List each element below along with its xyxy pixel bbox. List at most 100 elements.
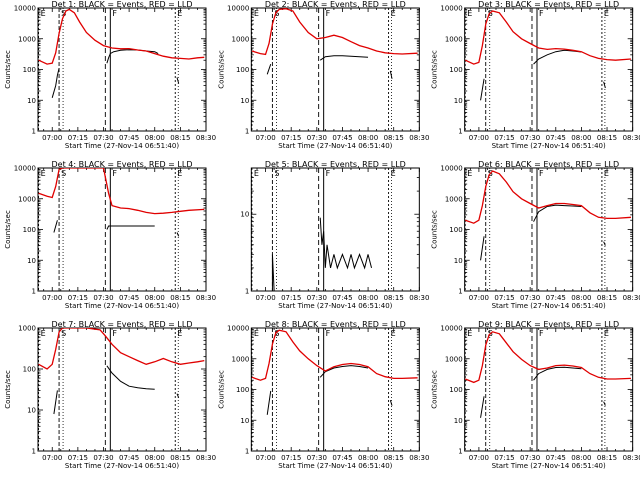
y-tick-label: 10000 <box>440 325 462 333</box>
series-line-lld <box>38 8 205 65</box>
x-axis-label: Start Time (27-Nov-14 06:51:40) <box>65 302 179 310</box>
mode-marker-label: F <box>539 169 544 178</box>
y-tick-label: 10 <box>27 257 36 265</box>
y-tick-label: 1 <box>32 288 36 296</box>
x-tick-label: 07:15 <box>494 294 514 302</box>
y-tick-label: 10000 <box>440 5 462 13</box>
x-tick-label: 08:15 <box>384 454 404 462</box>
series-line-lld <box>38 328 205 370</box>
mode-marker-label: F <box>326 9 331 18</box>
x-tick-label: 07:00 <box>469 294 489 302</box>
x-tick-label: 07:00 <box>469 134 489 142</box>
x-tick-label: 08:15 <box>597 454 617 462</box>
y-tick-label: 1000 <box>445 35 463 43</box>
y-tick-label: 100 <box>236 66 249 74</box>
panel-det-5: Det 5: BLACK = Events, RED = LLD 1 10 07:00… <box>240 160 429 310</box>
y-tick-label: 1000 <box>445 355 463 363</box>
panel-det-3: Det 3: BLACK = Events, RED = LLD 1 10 100 10… <box>431 0 640 150</box>
mode-marker-label: S <box>274 329 279 338</box>
series-line-events <box>480 366 606 418</box>
x-tick-label: 07:30 <box>93 294 113 302</box>
x-tick-label: 07:00 <box>42 454 62 462</box>
x-tick-label: 07:15 <box>68 454 88 462</box>
series-line-events <box>480 49 606 101</box>
x-tick-label: 08:00 <box>571 294 591 302</box>
x-tick-label: 08:00 <box>145 134 165 142</box>
mode-marker-label: E <box>467 9 472 18</box>
x-tick-label: 08:30 <box>623 294 640 302</box>
mode-marker-label: S <box>61 329 66 338</box>
y-tick-label: 100 <box>23 226 36 234</box>
mode-marker-label: E <box>467 329 472 338</box>
y-tick-label: 100 <box>23 366 36 374</box>
y-axis-label: Counts/sec <box>4 370 12 409</box>
series-line-events <box>51 49 180 98</box>
y-tick-label: 1000 <box>445 195 463 203</box>
series-line-events <box>266 55 393 79</box>
x-tick-label: 07:15 <box>494 134 514 142</box>
y-tick-label: 10000 <box>227 325 249 333</box>
x-tick-label: 08:15 <box>170 454 190 462</box>
mode-marker-label: F <box>326 169 331 178</box>
y-tick-label: 10 <box>27 97 36 105</box>
x-tick-label: 07:45 <box>332 294 352 302</box>
series-line-lld <box>465 331 631 384</box>
mode-marker-label: F <box>112 9 117 18</box>
mode-marker-label: F <box>112 169 117 178</box>
x-tick-label: 08:30 <box>196 294 216 302</box>
x-tick-label: 07:00 <box>42 134 62 142</box>
x-tick-label: 08:15 <box>597 134 617 142</box>
x-tick-label: 08:00 <box>358 454 378 462</box>
x-tick-label: 07:00 <box>255 454 275 462</box>
x-tick-label: 07:00 <box>255 134 275 142</box>
mode-marker-label: F <box>539 329 544 338</box>
y-tick-label: 100 <box>236 386 249 394</box>
x-tick-label: 08:30 <box>196 454 216 462</box>
x-tick-label: 08:15 <box>170 294 190 302</box>
panel-title: Det 5: BLACK = Events, RED = LLD <box>265 160 406 169</box>
x-tick-label: 07:30 <box>307 294 327 302</box>
y-tick-label: 1 <box>245 288 249 296</box>
x-axis-label: Start Time (27-Nov-14 06:51:40) <box>278 302 392 310</box>
y-tick-label: 100 <box>449 386 462 394</box>
x-tick-label: 07:30 <box>520 454 540 462</box>
series-line-lld <box>251 8 418 56</box>
y-tick-label: 100 <box>449 66 462 74</box>
y-tick-label: 1 <box>245 128 249 136</box>
mode-marker-label: E <box>41 169 46 178</box>
y-tick-label: 10 <box>240 417 249 425</box>
y-tick-label: 1000 <box>18 325 36 333</box>
series-line-events <box>53 365 180 415</box>
plot-frame <box>37 327 207 452</box>
x-tick-label: 07:45 <box>546 294 566 302</box>
x-tick-label: 07:00 <box>469 454 489 462</box>
x-tick-label: 07:00 <box>42 294 62 302</box>
x-tick-label: 07:45 <box>546 454 566 462</box>
panel-title: Det 2: BLACK = Events, RED = LLD <box>265 0 406 9</box>
mode-marker-label: F <box>326 329 331 338</box>
y-tick-label: 1000 <box>18 195 36 203</box>
mode-marker-label: S <box>61 169 66 178</box>
y-tick-label: 1000 <box>232 355 250 363</box>
series-line-lld <box>251 329 418 381</box>
panel-det-4: Det 4: BLACK = Events, RED = LLD 1 10 100 10… <box>4 160 216 310</box>
panel-det-9: Det 9: BLACK = Events, RED = LLD 1 10 100 10… <box>431 320 640 470</box>
x-tick-label: 07:45 <box>119 134 139 142</box>
y-tick-label: 1000 <box>232 35 250 43</box>
x-axis-label: Start Time (27-Nov-14 06:51:40) <box>65 142 179 150</box>
x-tick-label: 07:15 <box>494 454 514 462</box>
mode-marker-label: E <box>391 169 396 178</box>
x-tick-label: 08:00 <box>358 294 378 302</box>
y-tick-label: 100 <box>449 226 462 234</box>
mode-marker-label: F <box>112 329 117 338</box>
x-tick-label: 08:15 <box>597 294 617 302</box>
mode-marker-label: E <box>604 329 609 338</box>
y-tick-label: 10 <box>240 97 249 105</box>
mode-marker-label: E <box>604 9 609 18</box>
x-tick-label: 07:30 <box>93 134 113 142</box>
x-tick-label: 07:45 <box>332 134 352 142</box>
y-tick-label: 10000 <box>14 165 36 173</box>
mode-marker-label: F <box>539 9 544 18</box>
mode-marker-label: E <box>254 169 259 178</box>
x-tick-label: 07:30 <box>520 134 540 142</box>
